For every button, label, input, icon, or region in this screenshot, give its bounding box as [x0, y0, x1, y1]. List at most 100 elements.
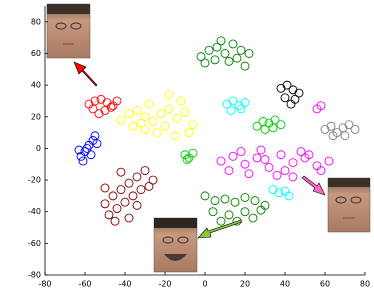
point — [288, 158, 298, 168]
face-image — [153, 217, 198, 273]
point — [182, 155, 192, 164]
point — [328, 131, 338, 141]
y-tick-label: -60 — [28, 239, 41, 248]
x-tick-label: -40 — [118, 280, 131, 289]
point — [88, 104, 98, 114]
y-tick-label: 0 — [36, 144, 41, 153]
x-tick-label: -20 — [158, 280, 171, 289]
point — [344, 120, 354, 130]
point — [250, 196, 260, 206]
point — [74, 145, 84, 155]
point — [112, 96, 122, 106]
point — [148, 175, 158, 185]
point — [124, 109, 134, 119]
y-tick-label: -80 — [28, 271, 41, 280]
point — [338, 123, 348, 133]
point — [112, 204, 122, 213]
point — [260, 155, 270, 164]
point — [280, 166, 290, 176]
point — [324, 156, 334, 166]
point — [282, 80, 292, 90]
point — [236, 45, 246, 55]
point — [100, 199, 110, 209]
point — [256, 145, 266, 155]
point — [280, 93, 290, 103]
arrow — [73, 61, 98, 87]
y-tick-label: -40 — [28, 207, 41, 216]
point — [240, 159, 250, 169]
point — [156, 109, 166, 119]
point — [104, 210, 114, 220]
x-tick-label: 0 — [202, 280, 207, 289]
point — [216, 216, 226, 226]
point — [124, 178, 134, 188]
point — [228, 39, 238, 49]
point — [228, 96, 238, 106]
point — [326, 121, 336, 131]
point — [228, 151, 238, 161]
point — [240, 98, 250, 107]
point — [90, 131, 100, 141]
point — [170, 131, 180, 141]
point — [224, 210, 234, 220]
y-tick-label: 80 — [31, 17, 41, 26]
point — [268, 185, 278, 195]
point — [248, 213, 258, 223]
point — [128, 191, 138, 201]
arrow — [197, 219, 243, 239]
point — [196, 52, 206, 62]
point — [140, 112, 150, 122]
point — [210, 55, 220, 65]
point — [252, 153, 262, 163]
point — [132, 172, 142, 182]
point — [256, 205, 266, 215]
y-tick-label: 40 — [31, 81, 41, 90]
point — [230, 197, 240, 207]
x-tick-label: -80 — [38, 280, 51, 289]
point — [296, 147, 306, 157]
point — [316, 101, 326, 111]
x-tick-label: 40 — [280, 280, 290, 289]
x-tick-label: 20 — [240, 280, 250, 289]
point — [220, 194, 230, 204]
point — [200, 58, 210, 68]
point — [294, 88, 304, 98]
point — [184, 128, 194, 138]
point — [78, 156, 88, 166]
point — [244, 49, 254, 58]
point — [164, 90, 174, 100]
point — [340, 131, 350, 141]
point — [216, 156, 226, 166]
point — [226, 105, 236, 115]
point — [276, 120, 286, 130]
point — [212, 42, 222, 52]
face-image — [327, 177, 371, 233]
point — [136, 185, 146, 195]
point — [244, 169, 254, 179]
point — [120, 197, 130, 207]
point — [144, 99, 154, 109]
point — [220, 49, 230, 58]
point — [284, 191, 294, 201]
x-tick-label: -60 — [78, 280, 91, 289]
point — [164, 104, 174, 114]
point — [100, 105, 110, 115]
point — [288, 85, 298, 95]
point — [180, 107, 190, 117]
point — [200, 191, 210, 201]
point — [268, 123, 278, 133]
point — [240, 193, 250, 202]
point — [260, 124, 270, 134]
point — [350, 124, 360, 134]
point — [316, 166, 326, 176]
y-tick-label: 60 — [31, 49, 41, 58]
point — [240, 61, 250, 71]
point — [240, 207, 250, 217]
arrow — [301, 175, 326, 196]
point — [92, 139, 102, 149]
annotations — [46, 3, 371, 273]
point — [108, 191, 118, 201]
point — [144, 181, 154, 191]
point — [274, 188, 284, 198]
point — [208, 207, 218, 217]
